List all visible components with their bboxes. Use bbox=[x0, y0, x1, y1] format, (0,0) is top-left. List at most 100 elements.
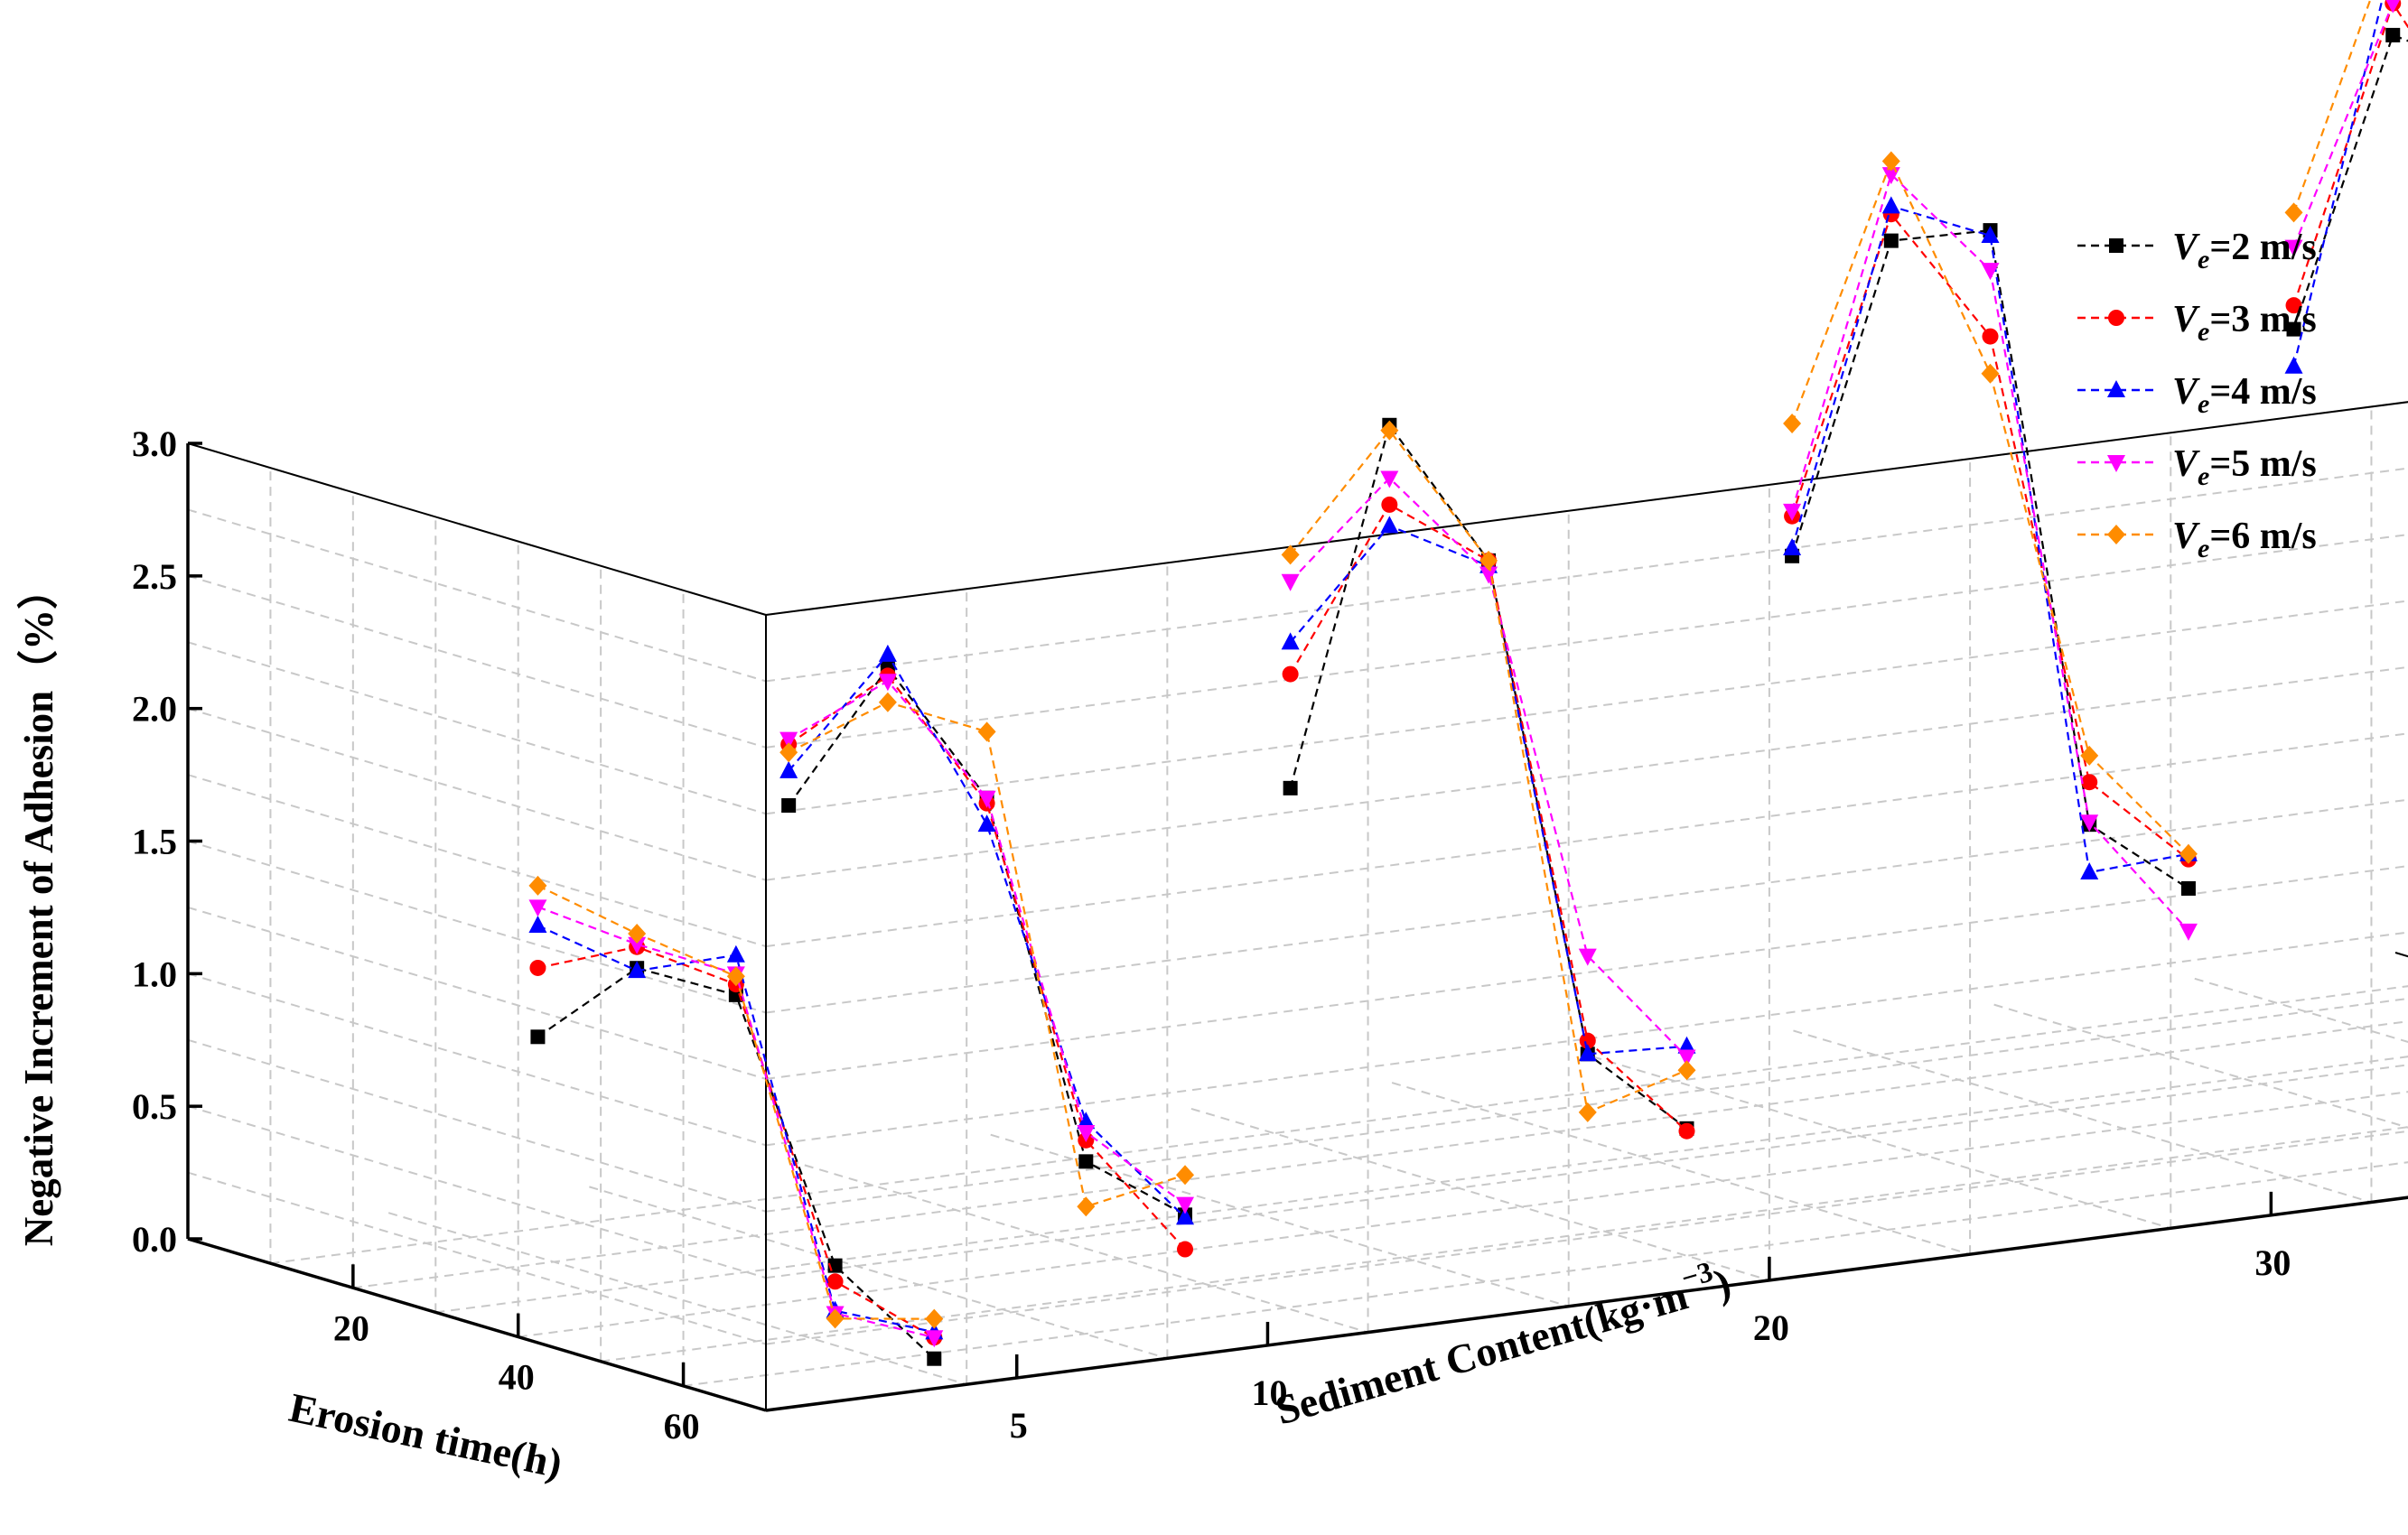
erosion-time-axis-title: Erosion time(h) bbox=[285, 1384, 566, 1487]
data-point bbox=[1783, 413, 1802, 433]
data-point bbox=[1077, 1112, 1096, 1130]
grid-line-back bbox=[765, 1064, 2408, 1279]
data-point bbox=[1176, 1165, 1195, 1186]
grid-line-left bbox=[187, 508, 767, 683]
box-frame-edge bbox=[765, 1196, 2408, 1411]
box-frame-edge bbox=[187, 442, 767, 616]
series-line bbox=[2292, 33, 2408, 330]
grid-line-floor bbox=[387, 1212, 967, 1386]
grid-line-floor bbox=[789, 1159, 1368, 1334]
data-point bbox=[1579, 1032, 1596, 1049]
legend-marker bbox=[2107, 380, 2125, 397]
sediment-axis-title: Sediment Content(kg·m−3) bbox=[1268, 1251, 1736, 1433]
grid-line-floor bbox=[518, 1091, 2408, 1338]
legend-marker bbox=[2109, 238, 2123, 253]
data-point bbox=[2284, 239, 2303, 257]
data-point bbox=[1380, 420, 1399, 441]
data-point bbox=[628, 961, 647, 979]
data-point bbox=[977, 790, 996, 808]
data-point bbox=[1177, 1241, 1194, 1258]
data-point bbox=[628, 936, 647, 954]
data-point bbox=[2081, 774, 2098, 791]
series-line bbox=[2292, 0, 2372, 213]
sediment-tick-label: 30 bbox=[2254, 1242, 2291, 1283]
series-line bbox=[788, 674, 1186, 1251]
data-point bbox=[1176, 1196, 1195, 1214]
data-point bbox=[1077, 1196, 1096, 1217]
data-point bbox=[925, 1330, 944, 1348]
axis-titles: Negative Increment of Adhesion（%） Erosio… bbox=[16, 569, 1736, 1487]
data-point bbox=[530, 1029, 546, 1045]
erosion-axis-line bbox=[187, 1237, 767, 1412]
data-point bbox=[1176, 1207, 1195, 1225]
data-point bbox=[779, 760, 798, 778]
data-point bbox=[1281, 632, 1300, 650]
grid-line-back bbox=[765, 665, 2408, 881]
data-point bbox=[1380, 470, 1399, 488]
data-point bbox=[1981, 263, 2000, 281]
data-point bbox=[2385, 27, 2401, 42]
data-point bbox=[1881, 196, 1900, 214]
data-point bbox=[927, 1351, 942, 1366]
grid-line-back bbox=[765, 1130, 2408, 1345]
grid-line-left bbox=[187, 906, 767, 1080]
legend-label: Ve=4 m/s bbox=[2172, 371, 2317, 419]
data-point bbox=[1281, 573, 1300, 591]
legend-marker bbox=[2108, 310, 2124, 326]
legend-marker bbox=[2107, 525, 2125, 544]
data-point bbox=[977, 721, 996, 742]
data-point bbox=[1479, 550, 1498, 571]
erosion-tick-label: 40 bbox=[499, 1357, 535, 1398]
series-line bbox=[537, 945, 935, 1339]
grid-line-floor bbox=[270, 985, 2408, 1265]
series-5ms bbox=[528, 0, 2400, 1348]
grid-line-back bbox=[765, 798, 2408, 1014]
box-frame-edge bbox=[2394, 952, 2408, 958]
series-line bbox=[788, 679, 1186, 1205]
grid-line-back bbox=[765, 534, 2408, 749]
data-point bbox=[1677, 1060, 1696, 1081]
series-line bbox=[537, 967, 936, 1360]
y-tick-label: 3.0 bbox=[132, 423, 177, 464]
data-point bbox=[878, 674, 897, 692]
sediment-tick-label: 10 bbox=[1251, 1372, 1287, 1413]
tick-labels: 0.00.51.01.52.02.53.0204060510203040 bbox=[132, 423, 2291, 1447]
grid-line-floor bbox=[683, 1161, 2408, 1387]
data-point bbox=[528, 875, 547, 896]
data-point bbox=[1783, 503, 1802, 521]
legend-marker bbox=[2107, 455, 2125, 472]
grid-line-back bbox=[765, 401, 2408, 616]
grid-line-floor bbox=[1591, 1056, 2171, 1230]
data-point bbox=[1578, 948, 1597, 966]
y-axis-title: Negative Increment of Adhesion（%） bbox=[16, 569, 61, 1246]
y-tick-label: 2.5 bbox=[132, 556, 177, 597]
grid-line-floor bbox=[1993, 1003, 2408, 1129]
data-point bbox=[1578, 1044, 1597, 1062]
grid-line-floor bbox=[1190, 1107, 1770, 1281]
y-tick-label: 0.0 bbox=[132, 1219, 177, 1260]
series-line bbox=[1289, 503, 1688, 1132]
data-point bbox=[2284, 356, 2303, 374]
erosion-tick-label: 20 bbox=[333, 1307, 369, 1348]
data-point bbox=[726, 944, 745, 963]
data-point bbox=[2080, 745, 2099, 766]
grid-line-left bbox=[187, 774, 767, 948]
data-point bbox=[779, 742, 798, 763]
data-point bbox=[1677, 1036, 1696, 1054]
data-point bbox=[1881, 151, 1900, 172]
data-point bbox=[826, 1273, 844, 1290]
data-point bbox=[779, 731, 798, 749]
data-point bbox=[1578, 1102, 1597, 1122]
data-point bbox=[1479, 566, 1498, 584]
data-point bbox=[2180, 880, 2196, 896]
data-point bbox=[1077, 1125, 1096, 1143]
grid-line-floor bbox=[352, 1020, 2408, 1289]
series-line bbox=[1791, 205, 2189, 874]
data-point bbox=[1283, 780, 1298, 795]
grid-line-back bbox=[765, 931, 2408, 1147]
grid-line-floor bbox=[2194, 977, 2408, 1043]
data-point bbox=[1883, 233, 1899, 248]
sediment-axis-line bbox=[765, 1195, 2408, 1412]
